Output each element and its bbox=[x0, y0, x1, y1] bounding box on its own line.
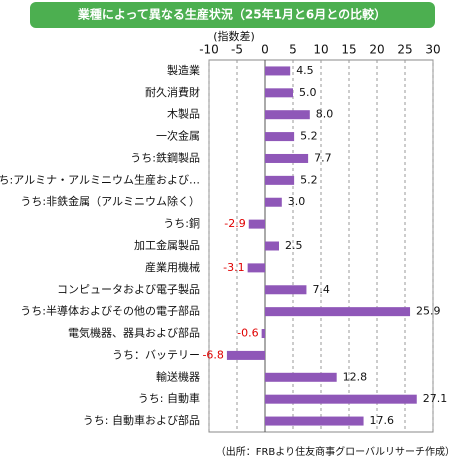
value-label: -0.6 bbox=[237, 327, 258, 340]
x-tick-label: 10 bbox=[313, 43, 328, 57]
chart-title: 業種によって異なる生産状況（25年1月と6月との比較） bbox=[77, 7, 386, 22]
bar bbox=[265, 394, 417, 404]
bar bbox=[261, 329, 265, 339]
category-label: 製造業 bbox=[167, 63, 200, 77]
bar bbox=[247, 263, 265, 273]
category-label: 木製品 bbox=[167, 107, 200, 121]
category-label: うち：バッテリー bbox=[112, 348, 200, 361]
bar bbox=[265, 88, 293, 98]
value-label: 7.4 bbox=[312, 283, 330, 296]
bar bbox=[265, 285, 307, 295]
value-label: 27.1 bbox=[423, 392, 448, 405]
bar bbox=[265, 372, 337, 382]
x-tick-label: 0 bbox=[261, 43, 269, 57]
category-label: 電気機器、器具および部品 bbox=[68, 326, 200, 340]
bar bbox=[265, 132, 295, 142]
category-label: うち: 自動車および部品 bbox=[83, 413, 200, 427]
x-tick-label: 15 bbox=[341, 43, 356, 57]
x-tick-label: 25 bbox=[397, 43, 412, 57]
bar bbox=[265, 197, 282, 207]
value-label: 3.0 bbox=[288, 195, 306, 208]
bar bbox=[226, 350, 265, 360]
bar bbox=[265, 241, 279, 251]
value-label: 17.6 bbox=[370, 414, 395, 427]
category-label: コンピュータおよび電子製品 bbox=[57, 282, 200, 296]
x-tick-label: -10 bbox=[199, 43, 219, 57]
x-tick-label: 30 bbox=[425, 43, 440, 57]
category-label: うち: 自動車 bbox=[138, 391, 200, 405]
axis-label: (指数差) bbox=[213, 29, 255, 43]
title-bar bbox=[30, 2, 435, 28]
x-tick-label: 5 bbox=[289, 43, 297, 57]
value-label: 4.5 bbox=[296, 64, 314, 77]
category-label: うち:非鉄金属（アルミニウム除く） bbox=[20, 194, 200, 208]
bar bbox=[265, 110, 310, 120]
value-label: 7.7 bbox=[314, 151, 332, 164]
bar bbox=[265, 66, 291, 76]
bar bbox=[265, 175, 295, 185]
category-label: 一次金属 bbox=[156, 129, 200, 143]
category-label: うち:アルミナ・アルミニウム生産および… bbox=[0, 172, 200, 186]
value-label: 5.2 bbox=[300, 130, 318, 143]
x-tick-label: -5 bbox=[231, 43, 243, 57]
category-label: 輸送機器 bbox=[156, 369, 200, 383]
value-label: 2.5 bbox=[285, 239, 303, 252]
bar bbox=[265, 416, 364, 426]
bar bbox=[265, 153, 309, 163]
category-label: うち:半導体およびその他の電子部品 bbox=[20, 304, 200, 318]
value-label: 8.0 bbox=[316, 108, 334, 121]
category-label: 産業用機械 bbox=[145, 260, 200, 274]
value-label: 5.2 bbox=[300, 173, 318, 186]
value-label: 5.0 bbox=[299, 86, 317, 99]
bar bbox=[265, 307, 411, 317]
value-label: -2.9 bbox=[224, 217, 245, 230]
category-label: 耐久消費財 bbox=[145, 85, 200, 99]
value-label: -3.1 bbox=[223, 261, 244, 274]
bar bbox=[248, 219, 265, 229]
category-label: うち:銅 bbox=[163, 216, 200, 230]
value-label: 25.9 bbox=[416, 305, 441, 318]
value-label: -6.8 bbox=[202, 348, 223, 361]
source-note: （出所：FRBより住友商事グローバルリサーチ作成） bbox=[216, 445, 455, 458]
category-label: 加工金属製品 bbox=[134, 238, 200, 252]
value-label: 12.8 bbox=[343, 370, 368, 383]
category-label: うち:鉄鋼製品 bbox=[130, 150, 200, 164]
x-tick-label: 20 bbox=[369, 43, 384, 57]
